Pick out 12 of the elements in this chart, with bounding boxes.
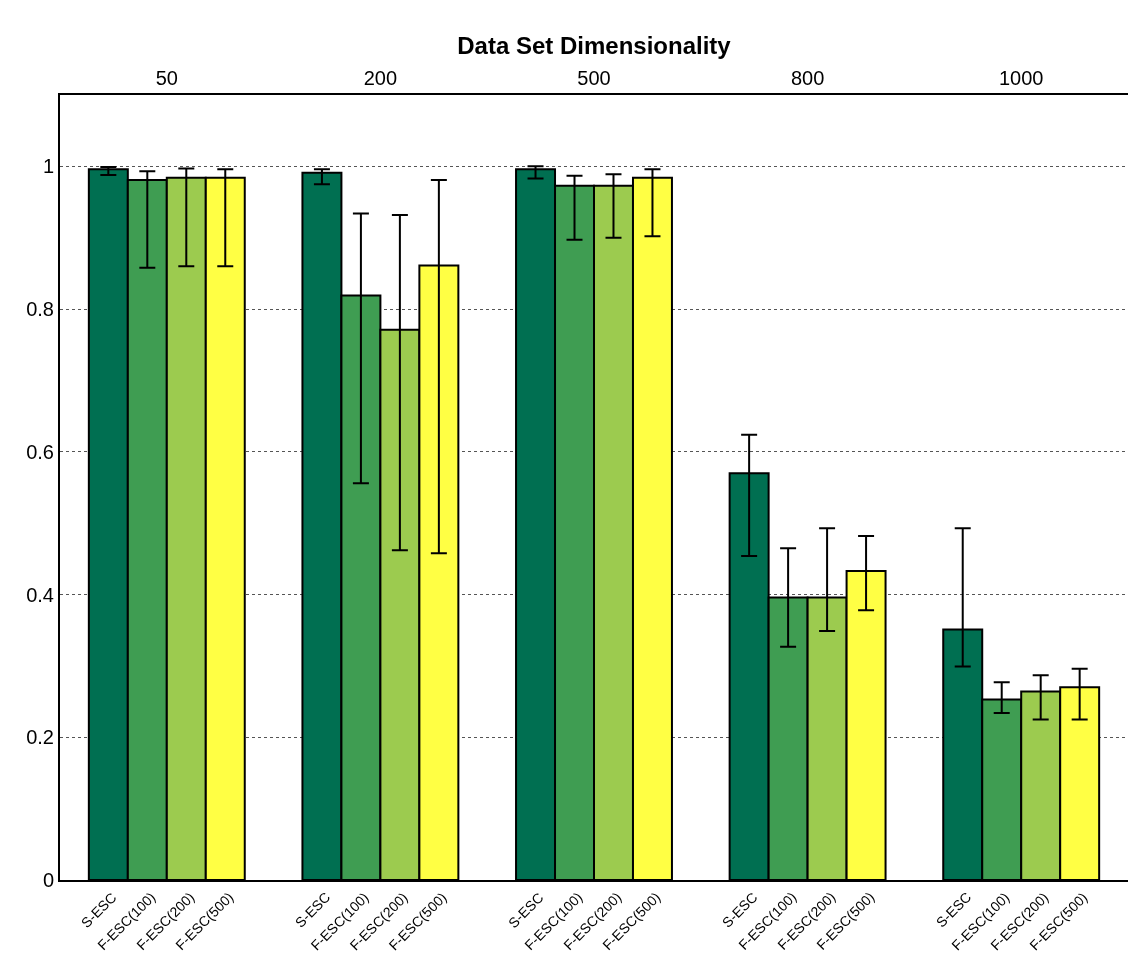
y-tick-label: 0.6 — [26, 440, 54, 463]
x-tick-label: 50 — [155, 67, 178, 89]
y-tick-label: 1 — [42, 155, 54, 178]
x-tick-label: 200 — [363, 67, 398, 89]
x-tick-label: 800 — [790, 67, 825, 89]
y-tick-label: 0.2 — [26, 726, 54, 749]
y-tick-label: 0.8 — [26, 298, 54, 321]
x-tick-label: 1000 — [998, 67, 1044, 89]
x-axis-title: Data Set Dimensionality — [457, 31, 732, 59]
y-tick-label: 0 — [42, 869, 54, 891]
y-tick-label: 0.4 — [26, 583, 54, 606]
x-tick-label: 500 — [577, 67, 611, 89]
